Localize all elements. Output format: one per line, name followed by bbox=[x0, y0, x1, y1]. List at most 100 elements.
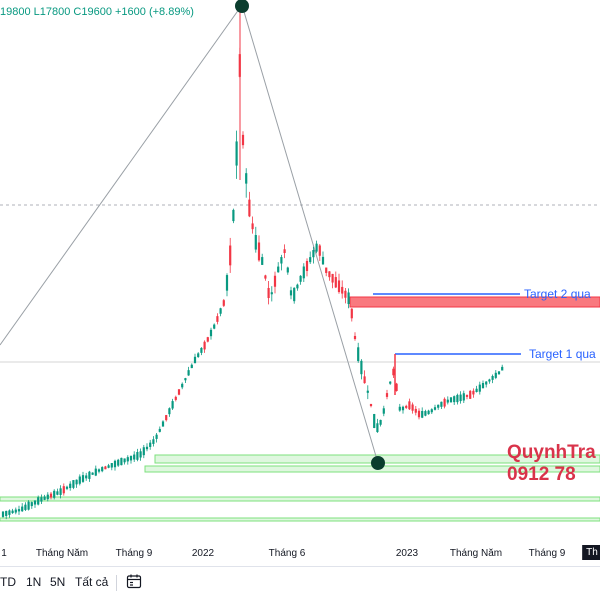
candle-body bbox=[213, 324, 216, 329]
candle-body bbox=[357, 347, 360, 362]
candle-body bbox=[401, 406, 405, 411]
candle-body bbox=[433, 407, 437, 410]
candle-body bbox=[165, 415, 168, 421]
candle-body bbox=[43, 496, 46, 500]
candle-body bbox=[197, 353, 200, 358]
candle-body bbox=[65, 486, 69, 489]
candle-body bbox=[299, 275, 302, 282]
x-tick: Tháng 9 bbox=[528, 548, 566, 559]
candle-body bbox=[126, 457, 129, 462]
candle-body bbox=[177, 389, 181, 395]
candle-body bbox=[190, 364, 193, 369]
candle-body bbox=[62, 486, 65, 494]
x-tick: Tháng 9 bbox=[115, 548, 153, 559]
candle-body bbox=[501, 366, 504, 371]
candle-body bbox=[331, 273, 334, 283]
candle-body bbox=[497, 371, 501, 375]
candle-body bbox=[408, 401, 411, 410]
candle-body bbox=[94, 468, 97, 476]
candle-body bbox=[174, 396, 177, 400]
candle-body bbox=[184, 378, 187, 381]
candle-body bbox=[453, 396, 456, 403]
candle-body bbox=[75, 479, 78, 485]
range-1d-button[interactable]: 1N bbox=[26, 575, 42, 589]
candle-body bbox=[302, 266, 305, 279]
calendar-icon[interactable] bbox=[126, 573, 142, 589]
candle-body bbox=[91, 472, 94, 475]
candle-body bbox=[379, 419, 382, 425]
x-tick: 1 bbox=[1, 548, 7, 559]
range-toolbar: TD 1N 5N Tất cả bbox=[0, 566, 600, 601]
price-chart[interactable] bbox=[0, 0, 600, 542]
toolbar-divider bbox=[116, 575, 117, 591]
candle-body bbox=[417, 410, 421, 418]
candle-body bbox=[69, 483, 72, 489]
candle-body bbox=[33, 500, 37, 505]
candle-body bbox=[107, 465, 110, 468]
resistance-zone bbox=[349, 296, 600, 308]
candle-body bbox=[414, 408, 417, 413]
candle-body bbox=[117, 459, 120, 466]
candle-body bbox=[469, 390, 472, 399]
candle-body bbox=[152, 439, 155, 444]
candle-body bbox=[475, 388, 478, 393]
support-zone bbox=[0, 496, 600, 502]
candle-body bbox=[449, 397, 453, 403]
candle-body bbox=[149, 442, 152, 447]
candle-body bbox=[328, 271, 331, 278]
candle-body bbox=[17, 509, 21, 512]
candle-body bbox=[129, 455, 133, 461]
candle-body bbox=[8, 510, 11, 515]
candle-body bbox=[494, 372, 497, 378]
candle-body bbox=[245, 173, 248, 184]
target-2-label: Target 2 qua bbox=[524, 287, 591, 301]
candle-body bbox=[229, 245, 232, 266]
candle-body bbox=[443, 398, 446, 407]
candle-body bbox=[481, 382, 485, 389]
candle-body bbox=[123, 458, 126, 463]
candle-body bbox=[24, 504, 27, 510]
candle-body bbox=[206, 337, 209, 342]
candle-body bbox=[267, 287, 270, 299]
candle-body bbox=[421, 410, 424, 418]
candle-body bbox=[376, 423, 379, 433]
ohlc-readout: 19800 L17800 C19600 +1600 (+8.89%) bbox=[0, 6, 194, 18]
candle-body bbox=[56, 491, 59, 495]
candle-body bbox=[133, 454, 136, 460]
support-zone bbox=[0, 517, 600, 522]
candle-body bbox=[46, 494, 49, 500]
candle-body bbox=[363, 376, 366, 384]
candle-body bbox=[315, 243, 318, 252]
candle-body bbox=[5, 510, 8, 516]
candle-body bbox=[241, 134, 245, 146]
candle-body bbox=[405, 405, 408, 408]
candle-body bbox=[344, 290, 347, 298]
candle-body bbox=[257, 242, 261, 261]
candle-body bbox=[251, 223, 254, 230]
candle-body bbox=[11, 510, 14, 514]
candle-body bbox=[385, 393, 389, 397]
candle-body bbox=[49, 493, 53, 498]
candle-body bbox=[305, 260, 309, 272]
candle-body bbox=[382, 408, 385, 414]
candle-body bbox=[462, 393, 465, 401]
candle-body bbox=[113, 460, 117, 468]
candle-body bbox=[309, 257, 312, 263]
candle-body bbox=[110, 463, 113, 468]
candle-body bbox=[101, 467, 104, 472]
candle-body bbox=[248, 199, 251, 217]
candle-body bbox=[97, 469, 101, 472]
candle-body bbox=[491, 375, 494, 380]
candle-body bbox=[280, 257, 283, 264]
candle-body bbox=[273, 275, 277, 287]
candle-body bbox=[366, 390, 369, 393]
range-5d-button[interactable]: 5N bbox=[50, 575, 66, 589]
trough-marker bbox=[371, 456, 385, 470]
candle-body bbox=[254, 235, 257, 250]
candle-body bbox=[85, 475, 88, 479]
candle-body bbox=[293, 287, 296, 302]
range-ytd-button[interactable]: TD bbox=[0, 575, 16, 589]
candle-body bbox=[78, 476, 81, 484]
candle-body bbox=[325, 267, 328, 273]
range-all-button[interactable]: Tất cả bbox=[75, 575, 109, 589]
